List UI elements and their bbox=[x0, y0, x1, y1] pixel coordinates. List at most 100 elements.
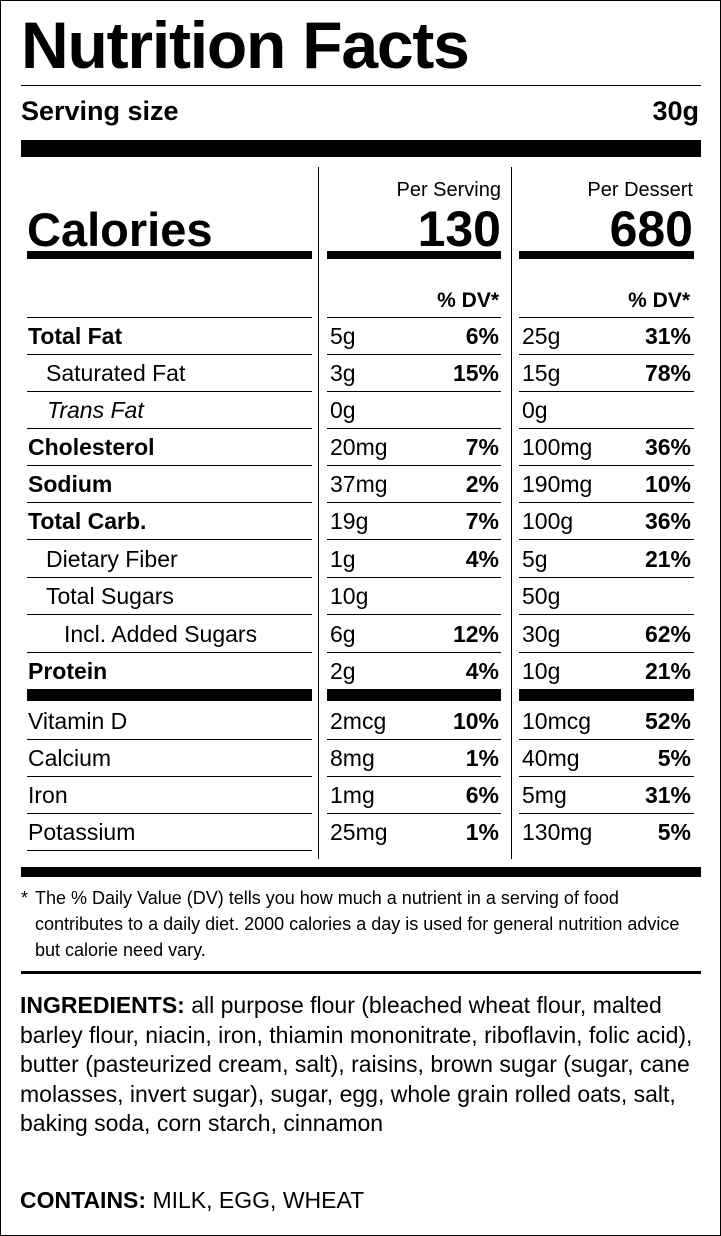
vitamin-row-vitamin-d: Vitamin D 2mcg 10% 10mcg 52% bbox=[1, 703, 721, 740]
protein-bar-serving bbox=[327, 689, 501, 701]
dv-rule-dessert bbox=[519, 317, 694, 318]
dessert-amount: 10mcg bbox=[522, 708, 592, 734]
nutrient-name: Cholesterol bbox=[28, 434, 155, 460]
contains-label: CONTAINS: bbox=[20, 1187, 147, 1213]
dessert-amount: 50g bbox=[522, 583, 561, 609]
nutrient-row-saturated-fat: Saturated Fat 3g 15% 15g 78% bbox=[1, 355, 721, 392]
footnote-asterisk: * bbox=[21, 888, 29, 908]
column-divider-2 bbox=[511, 167, 512, 859]
nutrient-name: Total Carb. bbox=[28, 508, 147, 534]
serving-size-label: Serving size bbox=[21, 96, 179, 126]
serving-amount: 10g bbox=[330, 583, 369, 609]
calories-per-dessert: 680 bbox=[609, 201, 693, 257]
nutrient-name: Protein bbox=[28, 658, 108, 684]
vitamin-name: Iron bbox=[28, 782, 68, 808]
dessert-amount: 190mg bbox=[522, 471, 593, 497]
ingredients-section: INGREDIENTS: all purpose flour (bleached… bbox=[20, 991, 710, 1139]
dessert-dv: 5% bbox=[657, 745, 691, 771]
dessert-amount: 100mg bbox=[522, 434, 593, 460]
allergens-section: CONTAINS: MILK, EGG, WHEAT bbox=[20, 1185, 364, 1215]
dessert-dv: 21% bbox=[644, 546, 691, 572]
dessert-amount: 25g bbox=[522, 323, 561, 349]
dessert-amount: 130mg bbox=[522, 819, 593, 845]
serving-amount: 1mg bbox=[330, 782, 375, 808]
vitamin-name: Potassium bbox=[28, 819, 136, 845]
dessert-dv: 31% bbox=[644, 782, 691, 808]
serving-dv: 7% bbox=[465, 508, 499, 534]
serving-dv: 4% bbox=[465, 546, 499, 572]
nutrient-name: Sodium bbox=[28, 471, 113, 497]
serving-dv: 6% bbox=[465, 782, 499, 808]
dv-rule-serving bbox=[327, 317, 501, 318]
protein-bar-dessert bbox=[519, 689, 694, 701]
nutrient-row-total-sugars: Total Sugars 10g 50g bbox=[1, 578, 721, 615]
nutrient-row-total-carb: Total Carb. 19g 7% 100g 36% bbox=[1, 503, 721, 540]
ingredients-text: all purpose flour (bleached wheat flour,… bbox=[20, 992, 693, 1136]
per-serving-header: Per Serving bbox=[396, 179, 502, 201]
dessert-amount: 5g bbox=[522, 546, 548, 572]
calories-bar-dessert bbox=[519, 251, 694, 259]
serving-dv: 2% bbox=[465, 471, 499, 497]
dessert-amount: 5mg bbox=[522, 782, 567, 808]
serving-amount: 3g bbox=[330, 360, 356, 386]
per-dessert-header: Per Dessert bbox=[587, 179, 693, 201]
title-divider bbox=[21, 85, 701, 86]
contains-text: MILK, EGG, WHEAT bbox=[152, 1187, 365, 1213]
dessert-amount: 0g bbox=[522, 397, 548, 423]
dessert-dv: 5% bbox=[657, 819, 691, 845]
dessert-dv: 21% bbox=[644, 658, 691, 684]
nutrient-row-dietary-fiber: Dietary Fiber 1g 4% 5g 21% bbox=[1, 541, 721, 578]
dv-header-dessert: % DV* bbox=[628, 289, 690, 312]
serving-amount: 19g bbox=[330, 508, 369, 534]
column-divider-1 bbox=[318, 167, 319, 859]
serving-dv: 15% bbox=[452, 360, 499, 386]
serving-amount: 37mg bbox=[330, 471, 388, 497]
nutrient-name: Total Fat bbox=[28, 323, 123, 349]
nutrient-name: Total Sugars bbox=[46, 583, 174, 609]
footnote-divider-thick bbox=[21, 867, 701, 877]
serving-amount: 6g bbox=[330, 621, 356, 647]
dessert-dv: 78% bbox=[644, 360, 691, 386]
vitamin-row-potassium: Potassium 25mg 1% 130mg 5% bbox=[1, 814, 721, 851]
nutrient-row-total-fat: Total Fat 5g 6% 25g 31% bbox=[1, 318, 721, 355]
dessert-amount: 100g bbox=[522, 508, 574, 534]
dessert-amount: 30g bbox=[522, 621, 561, 647]
calories-per-serving: 130 bbox=[417, 201, 501, 257]
vitamin-name: Vitamin D bbox=[28, 708, 128, 734]
dessert-dv: 36% bbox=[644, 508, 691, 534]
protein-bar-name bbox=[27, 689, 312, 701]
serving-dv: 7% bbox=[465, 434, 499, 460]
dessert-dv: 62% bbox=[644, 621, 691, 647]
serving-amount: 20mg bbox=[330, 434, 388, 460]
nutrient-row-cholesterol: Cholesterol 20mg 7% 100mg 36% bbox=[1, 429, 721, 466]
nutrient-name: Saturated Fat bbox=[46, 360, 186, 386]
dessert-amount: 40mg bbox=[522, 745, 580, 771]
nutrient-row-protein: Protein 2g 4% 10g 21% bbox=[1, 653, 721, 690]
serving-amount: 1g bbox=[330, 546, 356, 572]
calories-label: Calories bbox=[27, 203, 213, 256]
label-title: Nutrition Facts bbox=[21, 8, 470, 82]
serving-dv: 10% bbox=[452, 708, 499, 734]
serving-size-value: 30g bbox=[652, 96, 699, 126]
dessert-amount: 15g bbox=[522, 360, 561, 386]
dessert-dv: 36% bbox=[644, 434, 691, 460]
vitamin-name: Calcium bbox=[28, 745, 112, 771]
calories-bar-serving bbox=[327, 251, 501, 259]
dv-header-serving: % DV* bbox=[437, 289, 499, 312]
serving-dv: 1% bbox=[465, 745, 499, 771]
ingredients-divider bbox=[21, 971, 701, 974]
nutrient-name: Incl. Added Sugars bbox=[64, 621, 258, 647]
serving-amount: 5g bbox=[330, 323, 356, 349]
calories-bar-name bbox=[27, 251, 312, 259]
nutrient-name: Trans Fat bbox=[47, 397, 144, 423]
footnote-text: The % Daily Value (DV) tells you how muc… bbox=[35, 888, 680, 960]
nutrient-row-sodium: Sodium 37mg 2% 190mg 10% bbox=[1, 466, 721, 503]
dessert-dv: 31% bbox=[644, 323, 691, 349]
dv-rule-name bbox=[27, 317, 312, 318]
nutrient-name: Dietary Fiber bbox=[46, 546, 178, 572]
dessert-amount: 10g bbox=[522, 658, 561, 684]
serving-dv: 6% bbox=[465, 323, 499, 349]
serving-amount: 25mg bbox=[330, 819, 388, 845]
ingredients-label: INGREDIENTS: bbox=[20, 992, 185, 1018]
